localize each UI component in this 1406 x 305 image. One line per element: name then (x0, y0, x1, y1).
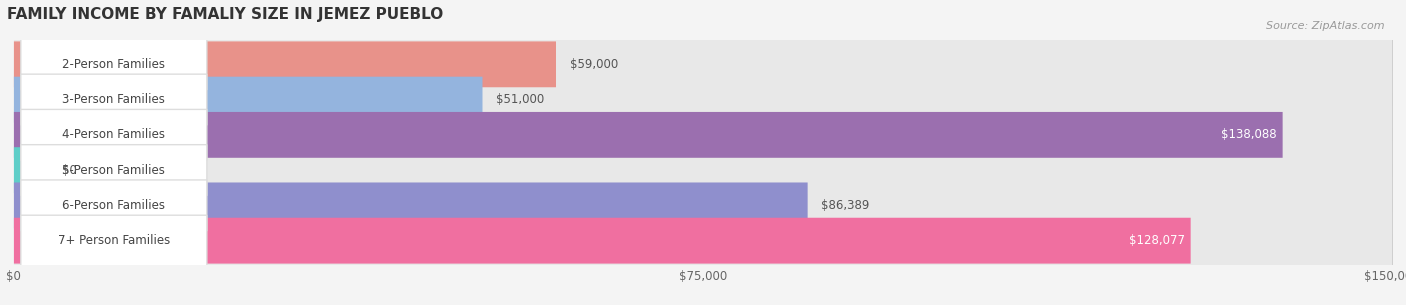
FancyBboxPatch shape (14, 77, 482, 123)
FancyBboxPatch shape (14, 112, 1282, 158)
FancyBboxPatch shape (21, 180, 207, 231)
Text: 7+ Person Families: 7+ Person Families (58, 234, 170, 247)
Text: FAMILY INCOME BY FAMALIY SIZE IN JEMEZ PUEBLO: FAMILY INCOME BY FAMALIY SIZE IN JEMEZ P… (7, 7, 443, 22)
Text: $86,389: $86,389 (821, 199, 870, 212)
FancyBboxPatch shape (14, 106, 1392, 164)
FancyBboxPatch shape (14, 212, 1392, 270)
FancyBboxPatch shape (21, 74, 207, 125)
FancyBboxPatch shape (21, 215, 207, 266)
Text: 3-Person Families: 3-Person Families (62, 93, 166, 106)
Text: 4-Person Families: 4-Person Families (62, 128, 166, 141)
Text: 6-Person Families: 6-Person Families (62, 199, 166, 212)
FancyBboxPatch shape (14, 71, 1392, 128)
FancyBboxPatch shape (14, 218, 1191, 264)
FancyBboxPatch shape (14, 182, 807, 228)
Text: 2-Person Families: 2-Person Families (62, 58, 166, 71)
Text: $0: $0 (62, 164, 77, 177)
FancyBboxPatch shape (14, 41, 555, 87)
FancyBboxPatch shape (21, 39, 207, 90)
Text: $128,077: $128,077 (1129, 234, 1185, 247)
FancyBboxPatch shape (21, 145, 207, 196)
FancyBboxPatch shape (14, 147, 48, 193)
Text: $138,088: $138,088 (1222, 128, 1277, 141)
FancyBboxPatch shape (14, 35, 1392, 93)
FancyBboxPatch shape (14, 177, 1392, 234)
Text: 5-Person Families: 5-Person Families (62, 164, 166, 177)
FancyBboxPatch shape (21, 109, 207, 160)
Text: Source: ZipAtlas.com: Source: ZipAtlas.com (1267, 21, 1385, 31)
FancyBboxPatch shape (14, 141, 1392, 199)
Text: $59,000: $59,000 (569, 58, 619, 71)
Text: $51,000: $51,000 (496, 93, 544, 106)
